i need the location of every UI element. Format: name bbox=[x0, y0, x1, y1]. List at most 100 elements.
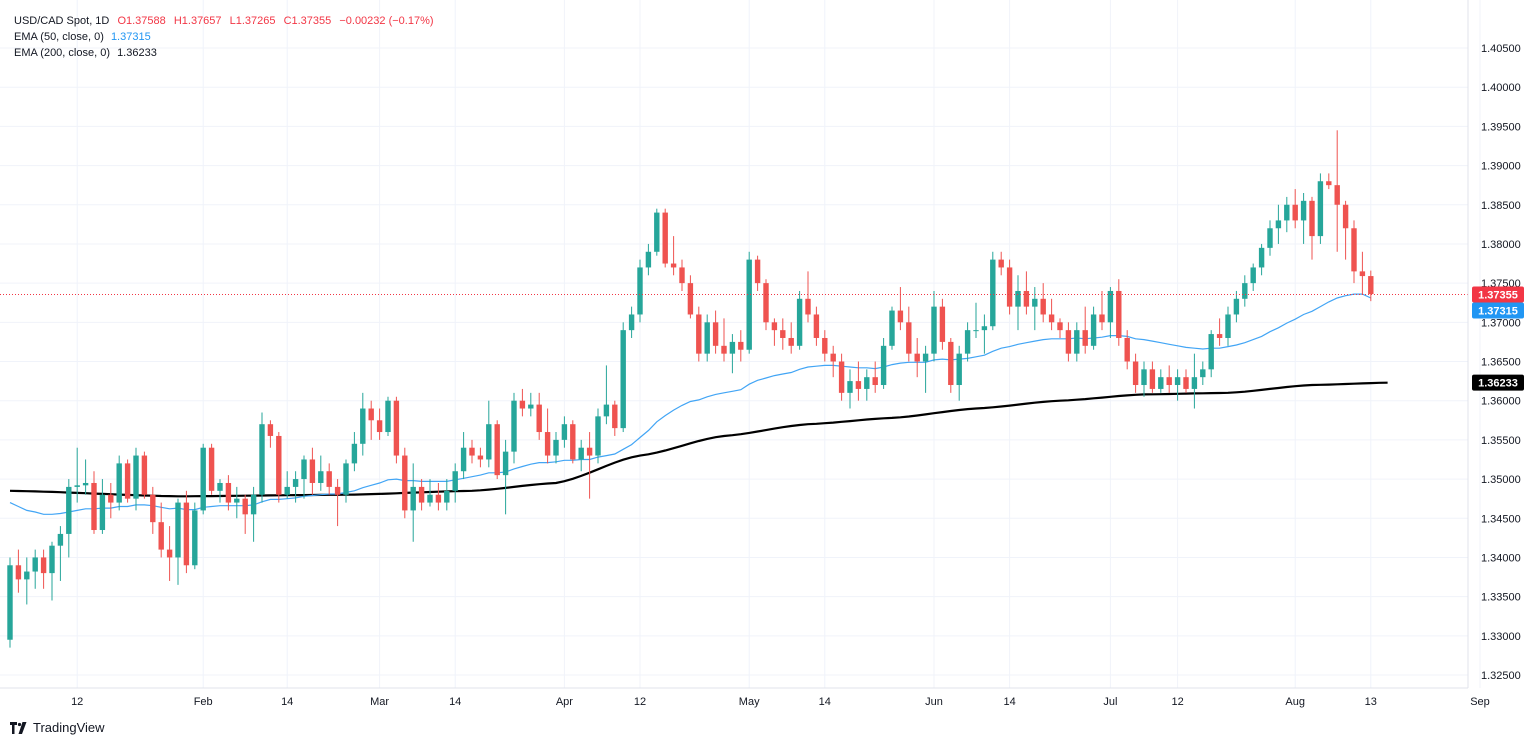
candle bbox=[763, 279, 769, 331]
candle-body bbox=[1015, 290, 1021, 307]
candle bbox=[805, 271, 811, 323]
candle-body bbox=[133, 455, 139, 499]
candle-body bbox=[679, 267, 685, 284]
legend-low: L1.37265 bbox=[229, 15, 276, 27]
candle-body bbox=[981, 326, 988, 331]
candle bbox=[838, 353, 845, 401]
candle bbox=[284, 471, 290, 499]
tradingview-logo-icon bbox=[10, 721, 27, 734]
candle bbox=[124, 459, 131, 503]
candle-body bbox=[805, 298, 811, 315]
candle bbox=[40, 549, 47, 589]
candle-body bbox=[1040, 298, 1046, 315]
candle-body bbox=[217, 482, 223, 491]
candle bbox=[1074, 322, 1080, 362]
candle-body bbox=[360, 408, 366, 444]
candle bbox=[1040, 283, 1046, 323]
ema50-price-tag-text: 1.37315 bbox=[1478, 305, 1518, 317]
candle-body bbox=[864, 377, 870, 389]
candle bbox=[1099, 290, 1105, 331]
candle-body bbox=[158, 522, 164, 550]
candle bbox=[326, 463, 332, 495]
candle bbox=[990, 251, 996, 331]
candle-body bbox=[1242, 283, 1248, 299]
candle bbox=[276, 432, 282, 503]
ema200-price-tag-bg bbox=[1472, 374, 1524, 391]
candle-body bbox=[469, 447, 475, 456]
candle-body bbox=[1141, 369, 1147, 386]
candle-body bbox=[343, 463, 349, 495]
candle bbox=[1132, 353, 1139, 393]
y-axis: 1.40500 1.40000 1.39500 1.39000 1.38500 1.380… bbox=[1467, 0, 1521, 688]
ema50-price-tag-bg bbox=[1472, 302, 1524, 319]
legend-high: H1.37657 bbox=[173, 15, 222, 27]
candle-body bbox=[40, 557, 47, 574]
candle-body bbox=[964, 330, 971, 354]
legend-symbol: USD/CAD Spot, 1D bbox=[14, 15, 110, 27]
candle-body bbox=[822, 337, 828, 354]
candle-body bbox=[1149, 369, 1156, 389]
candle bbox=[82, 459, 89, 495]
candle bbox=[1166, 365, 1172, 393]
ema200-line bbox=[9, 381, 1388, 498]
candle-body bbox=[586, 447, 593, 456]
candle bbox=[200, 443, 206, 515]
candle bbox=[511, 392, 517, 464]
candle bbox=[343, 459, 349, 503]
candle bbox=[1090, 306, 1097, 350]
candle bbox=[410, 463, 416, 542]
tradingview-watermark: TradingView bbox=[10, 720, 105, 735]
candle bbox=[1015, 275, 1021, 331]
candle bbox=[931, 290, 937, 362]
y-tick-label: 1.35500 bbox=[1481, 435, 1521, 447]
candle bbox=[1326, 173, 1332, 190]
candle-body bbox=[150, 494, 156, 523]
x-tick-label: Sep bbox=[1470, 696, 1490, 708]
candle-body bbox=[1099, 314, 1105, 323]
candle bbox=[1309, 196, 1315, 260]
candle-body bbox=[906, 322, 912, 354]
candle-body bbox=[452, 471, 458, 491]
candle bbox=[91, 471, 97, 534]
candle-body bbox=[528, 404, 534, 409]
candle-body bbox=[1048, 314, 1055, 323]
candle bbox=[385, 396, 391, 436]
candle bbox=[864, 369, 870, 401]
candle-body bbox=[57, 533, 64, 546]
candle-body bbox=[292, 479, 299, 487]
y-tick-label: 1.39500 bbox=[1481, 121, 1521, 133]
candle-body bbox=[494, 424, 500, 476]
candle bbox=[1006, 259, 1013, 315]
candle bbox=[712, 310, 719, 354]
candle-body bbox=[637, 267, 643, 315]
legend-ema50-value: 1.37315 bbox=[110, 31, 151, 43]
y-tick-label: 1.36500 bbox=[1481, 357, 1521, 369]
candle-body bbox=[192, 510, 198, 566]
candle bbox=[922, 345, 929, 393]
candle-body bbox=[796, 298, 803, 346]
legend-ema200-value: 1.36233 bbox=[117, 47, 157, 59]
candle-body bbox=[1074, 330, 1080, 354]
candle bbox=[360, 392, 366, 456]
candle-body bbox=[973, 330, 979, 332]
candle bbox=[393, 396, 400, 464]
candle-body bbox=[234, 498, 240, 503]
y-tick-label: 1.33000 bbox=[1481, 631, 1521, 643]
candle-body bbox=[326, 471, 332, 487]
candle-body bbox=[309, 459, 316, 483]
y-tick-label: 1.36000 bbox=[1481, 396, 1521, 408]
candle bbox=[620, 322, 626, 433]
candle-body bbox=[91, 482, 97, 531]
candle bbox=[351, 432, 358, 472]
y-tick-label: 1.32500 bbox=[1481, 670, 1521, 682]
candle-body bbox=[754, 259, 761, 284]
candle bbox=[1208, 330, 1214, 378]
x-tick-label: Feb bbox=[194, 696, 213, 708]
candle bbox=[662, 208, 668, 268]
candle bbox=[595, 408, 601, 464]
candle bbox=[208, 443, 215, 495]
candle bbox=[528, 392, 534, 417]
candle-body bbox=[855, 381, 862, 389]
candle bbox=[460, 432, 467, 480]
